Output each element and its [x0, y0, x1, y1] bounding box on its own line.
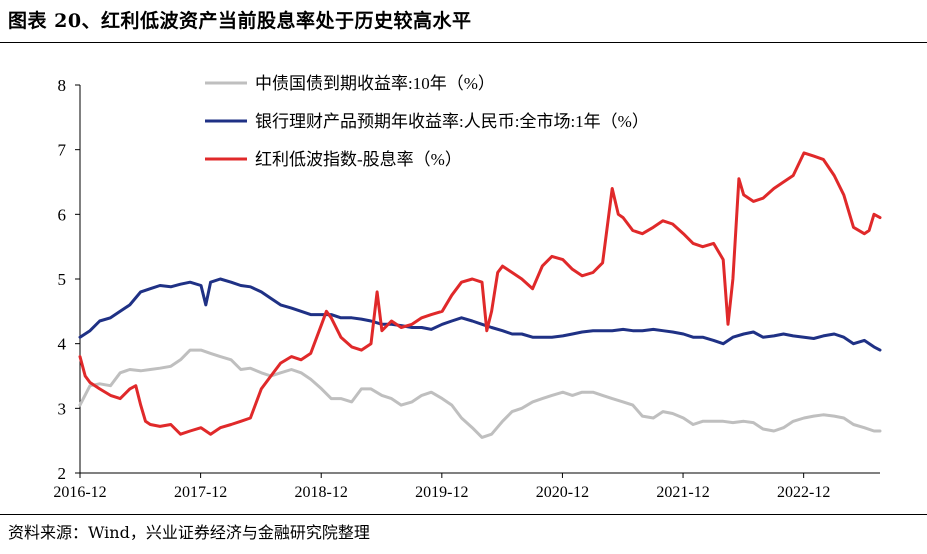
y-tick-label: 7	[58, 141, 67, 160]
y-tick-label: 8	[58, 76, 67, 95]
x-tick-label: 2019-12	[415, 484, 468, 501]
dividend-yield-line	[78, 151, 882, 436]
legend-label: 银行理财产品预期年收益率:人民币:全市场:1年（%）	[255, 112, 649, 131]
y-axis-ticks: 8 7 6 5 4 3 2	[58, 76, 80, 483]
axes	[79, 85, 880, 474]
title-rule	[0, 42, 927, 43]
source-note: 资料来源：Wind，兴业证券经济与金融研究院整理	[8, 523, 370, 542]
x-tick-label: 2020-12	[536, 484, 589, 501]
y-tick-label: 3	[58, 399, 67, 418]
y-tick-label: 6	[58, 205, 67, 224]
legend: 中债国债到期收益率:10年（%） 银行理财产品预期年收益率:人民币:全市场:1年（…	[205, 74, 649, 169]
x-tick-label: 2017-12	[174, 484, 227, 501]
x-tick-label: 2022-12	[777, 484, 830, 501]
y-tick-label: 4	[58, 335, 67, 354]
x-axis-ticks: 2016-12 2017-12 2018-12 2019-12 2020-12 2021-…	[53, 473, 830, 501]
chart-title: 图表 20、红利低波资产当前股息率处于历史较高水平	[8, 10, 472, 32]
x-tick-label: 2016-12	[53, 484, 106, 501]
bond-yield-line	[78, 348, 882, 439]
bank-wealth-yield-line	[78, 277, 882, 352]
y-tick-label: 5	[58, 270, 67, 289]
chart-area: 8 7 6 5 4 3 2 2016-12 2017-12 2018-12 2019-12 2020…	[53, 74, 882, 501]
x-tick-label: 2021-12	[656, 484, 709, 501]
y-tick-label: 2	[58, 464, 67, 483]
legend-label: 红利低波指数-股息率（%）	[255, 150, 462, 169]
series-layer	[78, 151, 882, 439]
legend-label: 中债国债到期收益率:10年（%）	[255, 74, 495, 93]
x-tick-label: 2018-12	[295, 484, 348, 501]
source-rule	[0, 514, 927, 515]
